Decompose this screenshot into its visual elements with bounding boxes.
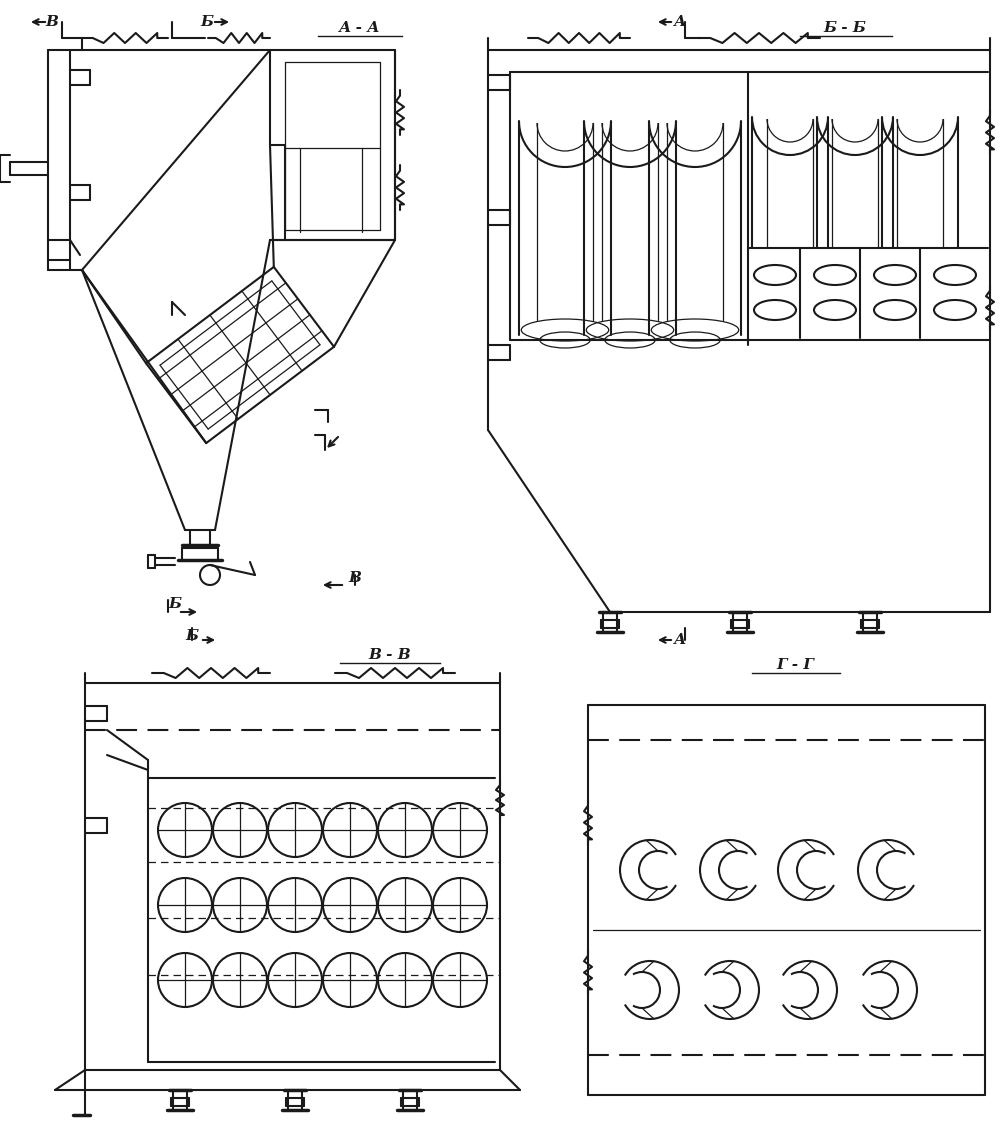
Text: А: А bbox=[674, 633, 686, 647]
Text: Б - Б: Б - Б bbox=[824, 21, 866, 35]
Text: Г - Г: Г - Г bbox=[776, 658, 814, 672]
Text: А - А: А - А bbox=[339, 21, 381, 35]
Text: В: В bbox=[348, 571, 361, 585]
Text: А: А bbox=[674, 15, 686, 29]
Text: Б: Б bbox=[168, 597, 181, 611]
Text: В: В bbox=[46, 15, 58, 29]
Text: Б: Б bbox=[186, 629, 198, 643]
Text: Б: Б bbox=[200, 15, 214, 29]
Text: В - В: В - В bbox=[369, 648, 411, 662]
